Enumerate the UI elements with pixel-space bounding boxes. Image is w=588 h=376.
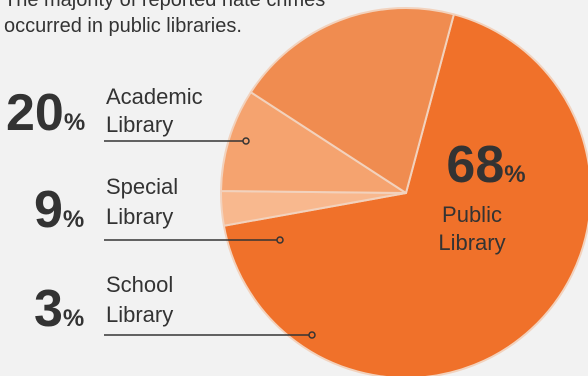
pie-slice-academic [249,7,455,194]
special-label-line1: Special [106,174,178,199]
school-label-line1: School [106,272,173,297]
pie-slice-public [222,13,588,376]
public-library-value-label: 68% [446,136,525,194]
academic-label-line1: Academic [106,84,203,109]
caption-line-2: occurred in public libraries. [4,15,242,37]
academic-label-line2: Library [106,112,173,137]
school-value-label: 3% [34,280,84,338]
public-library-label-line1: Public [442,202,502,227]
pie-slice-special [220,91,407,194]
special-value-label: 9% [34,181,84,239]
academic-leader-dot [242,137,250,145]
caption-line-1: The majority of reported hate crimes [4,0,326,11]
academic-value-label: 20% [6,84,85,142]
school-label-line2: Library [106,302,173,327]
public-library-label-line2: Library [438,230,505,255]
special-label-line2: Library [106,204,173,229]
school-leader-dot [308,331,316,339]
special-leader-dot [276,236,284,244]
